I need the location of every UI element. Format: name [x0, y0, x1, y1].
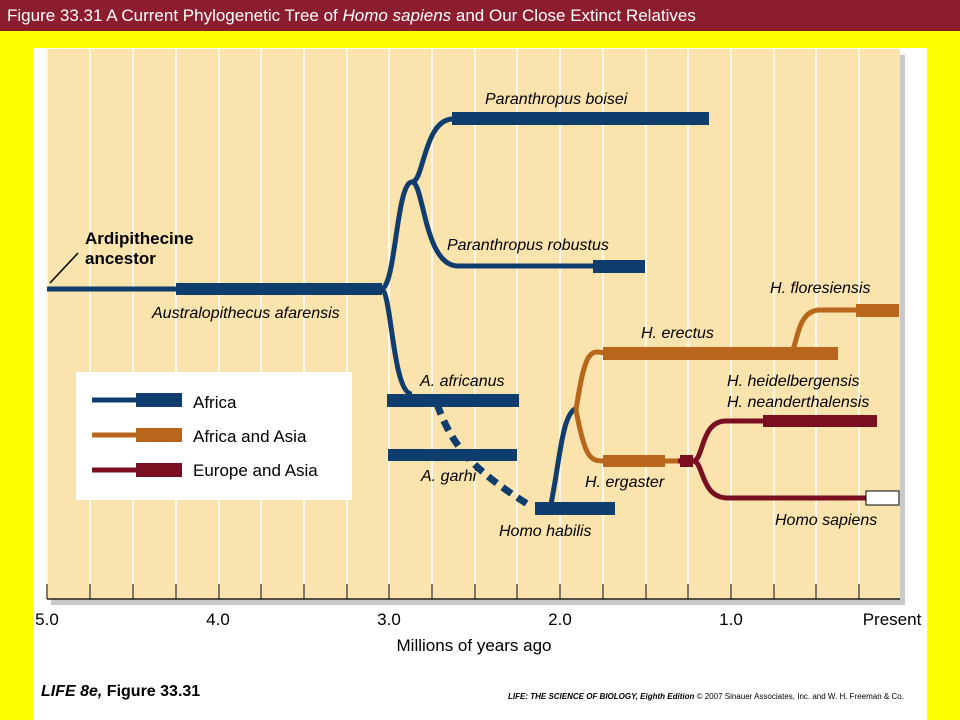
species-labels: Paranthropus boisei Paranthropus robustu… [151, 91, 877, 540]
label-robustus: Paranthropus robustus [447, 237, 609, 254]
africanus-bar [387, 394, 519, 407]
africa-lineages [47, 112, 709, 515]
legend-swatch-bar [136, 393, 182, 407]
africa-asia-lineages [573, 304, 899, 467]
label-erectus: H. erectus [641, 325, 714, 342]
figure-title-prefix: Figure 33.31 A Current Phylogenetic Tree… [7, 6, 343, 25]
heidelbergensis-node [680, 455, 693, 467]
legend-label-africa-asia: Africa and Asia [193, 427, 307, 446]
branch-to-boisei [410, 116, 454, 185]
europe-asia-lineages [678, 415, 900, 506]
gridlines [46, 49, 860, 599]
garhi-bar [388, 449, 517, 461]
label-neanderthalensis: H. neanderthalensis [727, 394, 869, 411]
ardipithecine-pointer [49, 252, 79, 284]
legend-swatch-bar [136, 428, 182, 442]
footer-copyright: LIFE: THE SCIENCE OF BIOLOGY, Eighth Edi… [508, 692, 904, 701]
label-ardi-line1: Ardipithecine [85, 229, 194, 248]
tick-label-1: 1.0 [719, 610, 743, 629]
footer-book-name: LIFE: THE SCIENCE OF BIOLOGY, Eighth Edi… [508, 692, 695, 701]
footer-copyright-text: © 2007 Sinauer Associates, Inc. and W. H… [694, 692, 904, 701]
legend-item-europe-asia: Europe and Asia [92, 461, 318, 480]
legend-label-europe-asia: Europe and Asia [193, 461, 318, 480]
label-habilis: Homo habilis [499, 523, 591, 540]
label-afarensis: Australopithecus afarensis [151, 305, 340, 322]
floresiensis-bar [856, 304, 899, 317]
legend-item-africa: Africa [92, 393, 237, 412]
figure-title: Figure 33.31 A Current Phylogenetic Tree… [0, 0, 960, 31]
africanus-habilis-link [433, 402, 531, 508]
label-boisei: Paranthropus boisei [485, 91, 628, 108]
branch-to-ergaster [573, 409, 605, 464]
figure-title-suffix: and Our Close Extinct Relatives [451, 6, 696, 25]
tick-label-2: 2.0 [548, 610, 572, 629]
neanderthal-bar [763, 415, 877, 427]
sapiens-present-box [865, 490, 900, 506]
legend-item-africa-asia: Africa and Asia [92, 427, 307, 446]
tick-label-5: 5.0 [35, 610, 59, 629]
afarensis-bar [176, 283, 382, 295]
x-axis-tick-labels: 5.0 4.0 3.0 2.0 1.0 Present [35, 610, 921, 629]
label-africanus: A. africanus [419, 373, 504, 390]
footer-figure-number: Figure 33.31 [102, 683, 201, 700]
branch-to-floresiensis [788, 307, 860, 356]
label-heidelbergensis: H. heidelbergensis [727, 373, 860, 390]
label-garhi: A. garhi [420, 468, 477, 485]
tick-label-4: 4.0 [206, 610, 230, 629]
branch-to-paranthropus [379, 179, 414, 292]
habilis-to-ergaster-branch [548, 405, 579, 505]
branch-to-africanus [378, 286, 413, 397]
x-axis-title: Millions of years ago [397, 636, 552, 655]
erectus-bar [603, 347, 838, 360]
tick-label-3: 3.0 [377, 610, 401, 629]
branch-to-erectus [573, 349, 606, 411]
x-axis-ticks [46, 584, 860, 599]
footer-book-title: LIFE 8e, [41, 683, 103, 700]
footer-figure-reference: LIFE 8e, Figure 33.31 [41, 683, 200, 701]
label-ardi-line2: ancestor [85, 249, 156, 268]
habilis-bar [535, 502, 615, 515]
branch-to-sapiens [692, 458, 866, 501]
branch-to-robustus [410, 179, 459, 269]
label-floresiensis: H. floresiensis [770, 280, 870, 297]
ergaster-bar [603, 455, 665, 467]
boisei-bar [452, 112, 709, 125]
chart-background [46, 49, 900, 599]
robustus-bar [593, 260, 645, 273]
figure-title-italic: Homo sapiens [342, 6, 452, 25]
ardipithecine-label: Ardipithecine ancestor [85, 229, 194, 268]
label-ergaster: H. ergaster [585, 474, 665, 491]
tick-label-present: Present [863, 610, 922, 629]
legend-swatch-bar [136, 463, 182, 477]
legend: Africa Africa and Asia Europe and Asia [76, 372, 352, 500]
legend-label-africa: Africa [193, 393, 237, 412]
label-sapiens: Homo sapiens [775, 512, 877, 529]
